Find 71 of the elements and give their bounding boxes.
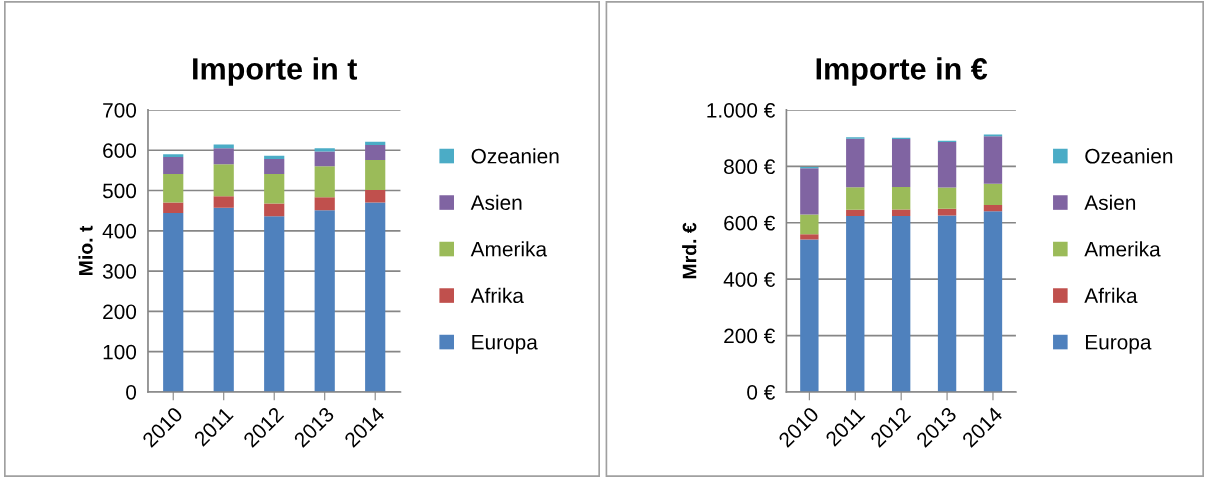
- bar: [983, 136, 1003, 184]
- legend-label: Afrika: [1084, 287, 1138, 304]
- y-tick-label: 0 €: [747, 384, 776, 400]
- y-tick-label: 200 €: [724, 328, 776, 344]
- chart-title: Importe in €: [816, 57, 988, 86]
- bar: [800, 234, 819, 240]
- bar: [983, 204, 1003, 212]
- bar: [163, 202, 184, 214]
- bar: [800, 239, 819, 392]
- legend-label: Afrika: [470, 287, 524, 304]
- bar: [163, 154, 184, 158]
- y-tick-label: 200: [103, 304, 137, 320]
- y-tick-label: 400 €: [723, 272, 776, 287]
- bar: [365, 190, 386, 203]
- bar: [891, 186, 911, 210]
- bar: [163, 174, 184, 203]
- bar: [891, 215, 911, 392]
- bar: [314, 197, 335, 211]
- bar: [264, 216, 285, 392]
- bar: [937, 142, 957, 188]
- bar: [163, 213, 184, 392]
- bar: [264, 155, 285, 160]
- bar: [937, 187, 957, 209]
- bar: [937, 215, 957, 392]
- bar: [213, 148, 234, 165]
- bar: [365, 159, 386, 191]
- y-axis-title: Mio. t: [78, 225, 93, 276]
- y-tick-label: 600: [103, 143, 137, 158]
- bar: [314, 151, 335, 167]
- bar: [983, 183, 1003, 205]
- y-tick-label: 600 €: [724, 215, 776, 231]
- bar: [846, 138, 865, 188]
- legend-label: Asien: [1084, 194, 1136, 211]
- bar: [891, 138, 911, 187]
- bar: [800, 168, 819, 215]
- y-tick-label: 700: [103, 102, 137, 118]
- legend-label: Ozeanien: [1085, 148, 1173, 164]
- y-axis-title: Mrd. €: [682, 222, 697, 279]
- legend-label: Asien: [470, 194, 522, 211]
- bar: [800, 214, 819, 235]
- legend-label: Europa: [1086, 335, 1152, 354]
- bar: [163, 157, 184, 174]
- y-tick-label: 500: [102, 183, 137, 199]
- bar: [264, 203, 285, 217]
- legend-label: Europa: [472, 335, 538, 354]
- bar: [213, 207, 234, 392]
- bar: [846, 187, 865, 210]
- bar: [365, 144, 386, 160]
- legend-label: Amerika: [470, 241, 548, 257]
- bar: [314, 210, 335, 392]
- chart-title: Importe in t: [193, 57, 358, 86]
- y-tick-label: 0: [126, 384, 137, 400]
- y-tick-label: 800 €: [724, 159, 776, 175]
- bar: [213, 196, 234, 208]
- legend-label: Amerika: [1084, 241, 1161, 257]
- bar: [264, 159, 285, 174]
- bar: [365, 202, 386, 392]
- bar: [891, 209, 911, 216]
- bar: [846, 209, 865, 216]
- legend-label: Ozeanien: [471, 148, 559, 164]
- bar: [264, 174, 285, 204]
- bar: [846, 215, 865, 392]
- y-tick-label: 100: [103, 344, 137, 360]
- bar: [314, 148, 335, 152]
- bar: [365, 141, 386, 145]
- bar: [314, 166, 335, 198]
- bar: [983, 211, 1003, 392]
- y-tick-label: 400: [102, 223, 137, 239]
- y-tick-label: 1.000 €: [707, 102, 776, 118]
- bar: [213, 164, 234, 197]
- y-tick-label: 300: [102, 264, 137, 279]
